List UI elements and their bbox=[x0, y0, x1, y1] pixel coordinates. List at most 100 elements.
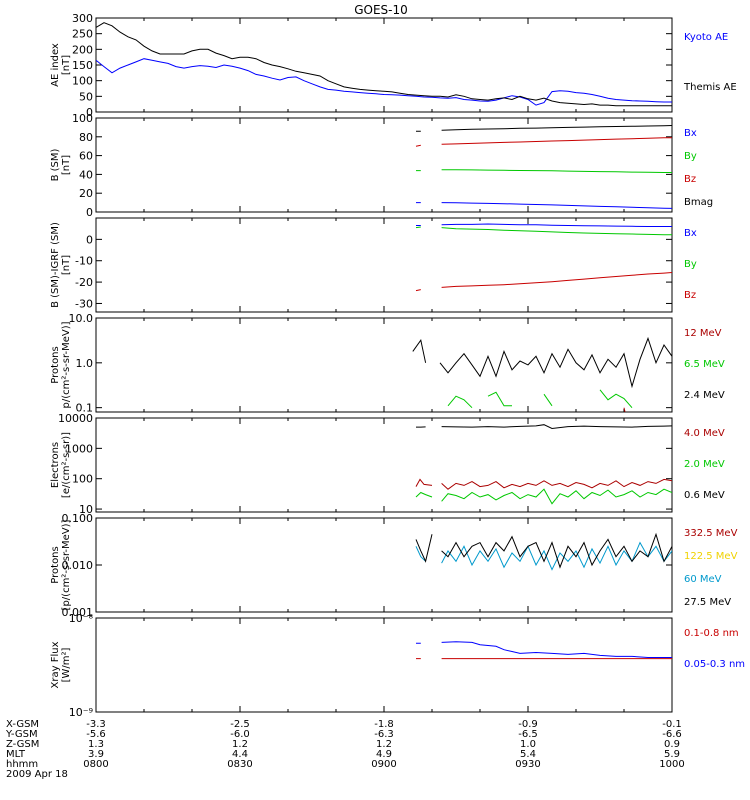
series-line-by bbox=[415, 226, 672, 236]
y-tick-label: 0.001 bbox=[62, 606, 94, 619]
footer-value: 1.2 bbox=[232, 739, 248, 750]
series-line-2-4-mev bbox=[412, 336, 672, 389]
y-tick-label: 0 bbox=[86, 233, 93, 246]
footer-value: 0800 bbox=[83, 759, 108, 770]
footer-axis: X-GSM -3.3 -2.5 -1.8 -0.9 -0.1 Y-GSM -5.6 -6.0 -6… bbox=[5, 719, 685, 780]
panel-frame bbox=[95, 217, 673, 313]
series-line-bx bbox=[416, 202, 672, 209]
footer-date: 2009 Apr 18 bbox=[6, 769, 68, 780]
legend-label: 2.0 MeV bbox=[684, 459, 725, 470]
series-line-27-5-mev bbox=[415, 532, 672, 569]
panel-frame bbox=[95, 117, 673, 213]
footer-value: -0.9 bbox=[518, 719, 538, 730]
footer-value: -6.5 bbox=[518, 729, 538, 740]
series-line-bmag bbox=[416, 125, 672, 132]
footer-value: -6.3 bbox=[374, 729, 394, 740]
series-line-60-mev bbox=[415, 541, 672, 571]
y-tick-label: 200 bbox=[72, 43, 93, 56]
panel-frame bbox=[95, 617, 673, 713]
series-line-bz bbox=[415, 272, 672, 292]
panel-frame bbox=[95, 317, 673, 413]
y-tick-label: 10.0 bbox=[69, 312, 94, 325]
legend-label: Kyoto AE bbox=[684, 32, 728, 43]
y-tick-label: 100 bbox=[72, 112, 93, 125]
legend-label: 6.5 MeV bbox=[684, 359, 725, 370]
y-tick-label: 10 bbox=[79, 503, 93, 516]
y-tick-label: 300 bbox=[72, 12, 93, 25]
y-tick-label: 50 bbox=[79, 90, 93, 103]
series-line-bz bbox=[415, 137, 672, 147]
y-axis-label: Electrons[e/(cm²-s-sr)] bbox=[50, 432, 72, 498]
y-tick-label: 0 bbox=[86, 206, 93, 219]
y-tick-label: 0.100 bbox=[62, 512, 94, 525]
y-tick-label: 250 bbox=[72, 28, 93, 41]
y-axis-label: B (SM)[nT] bbox=[50, 148, 72, 181]
legend-label: 4.0 MeV bbox=[684, 428, 725, 439]
legend-label: 27.5 MeV bbox=[684, 597, 731, 608]
footer-value: 0.9 bbox=[664, 739, 680, 750]
legend-label: 2.4 MeV bbox=[684, 390, 725, 401]
y-axis-label: Protons[p/(cm²-s-sr-MeV)] bbox=[50, 519, 72, 610]
footer-value: 0830 bbox=[227, 759, 252, 770]
y-tick-label: 150 bbox=[72, 59, 93, 72]
legend-label: Bz bbox=[684, 290, 696, 301]
y-tick-label: 0.010 bbox=[62, 559, 94, 572]
y-tick-label: 60 bbox=[79, 150, 93, 163]
legend-label: By bbox=[684, 259, 697, 270]
footer-value: 1.0 bbox=[520, 739, 536, 750]
legend-label: 332.5 MeV bbox=[684, 528, 738, 539]
y-tick-label: 10⁻⁹ bbox=[69, 706, 93, 719]
footer-value: 1.3 bbox=[88, 739, 104, 750]
y-tick-label: 0 bbox=[86, 106, 93, 119]
legend-label: Themis AE bbox=[683, 82, 737, 93]
y-tick-label: 20 bbox=[79, 187, 93, 200]
footer-value: 5.9 bbox=[664, 749, 680, 760]
legend-label: 122.5 MeV bbox=[684, 551, 738, 562]
y-tick-label: 100 bbox=[72, 473, 93, 486]
series-line-12-mev bbox=[623, 407, 626, 412]
y-axis-label: B (SM)-IGRF (SM)[nT] bbox=[50, 222, 72, 308]
footer-value: 1.2 bbox=[376, 739, 392, 750]
plot-title: GOES-10 bbox=[354, 3, 408, 17]
panel-2: 0 20 40 60 80 100 B (SM)[nT] Bx By Bz Bmag bbox=[50, 112, 713, 219]
legend-label: Bx bbox=[684, 228, 697, 239]
footer-value: -3.3 bbox=[86, 719, 106, 730]
y-tick-label: -20 bbox=[75, 276, 93, 289]
legend-label: By bbox=[684, 151, 697, 162]
legend-label: Bx bbox=[684, 128, 697, 139]
panel-1: 0 50 100 150 200 250 300 AE index[nT] Kyoto AE Th… bbox=[50, 12, 737, 119]
y-axis-label: Protonsp/(cm²-s-sr-MeV)] bbox=[50, 321, 72, 408]
y-axis-label: AE index[nT] bbox=[50, 43, 72, 87]
legend-label: 0.05-0.3 nm bbox=[684, 659, 745, 670]
legend-label: 0.6 MeV bbox=[684, 490, 725, 501]
panel-6: 0.001 0.010 0.100Protons[p/(cm²-s-sr-MeV)]… bbox=[50, 512, 738, 619]
y-tick-label: 1.0 bbox=[76, 357, 94, 370]
footer-value: 4.9 bbox=[376, 749, 392, 760]
footer-value: 0930 bbox=[515, 759, 540, 770]
footer-value: -5.6 bbox=[86, 729, 106, 740]
series-line-2-0-mev bbox=[415, 488, 672, 505]
series-line-by bbox=[416, 169, 672, 173]
panel-7: 10⁻⁹ 10⁻⁸ Xray Flux[W/m²] 0.1-0.8 nm 0.05-0.… bbox=[50, 612, 745, 719]
panel-frame bbox=[95, 17, 673, 113]
series-line-themis-ae bbox=[96, 22, 672, 107]
y-tick-label: 10000 bbox=[58, 412, 93, 425]
y-tick-label: 1000 bbox=[65, 442, 93, 455]
series-line-6-5-mev bbox=[447, 389, 633, 409]
series-line-4-0-mev bbox=[415, 478, 672, 490]
footer-value: -1.8 bbox=[374, 719, 394, 730]
footer-row-label: hhmm bbox=[6, 759, 38, 770]
y-tick-label: 80 bbox=[79, 131, 93, 144]
footer-value: -6.0 bbox=[230, 729, 250, 740]
footer-value: 1000 bbox=[659, 759, 684, 770]
legend-label: Bz bbox=[684, 174, 696, 185]
footer-value: 0900 bbox=[371, 759, 396, 770]
series-line-bx bbox=[416, 223, 672, 227]
series-line-0-6-mev bbox=[416, 424, 672, 430]
legend-label: 12 MeV bbox=[684, 328, 722, 339]
footer-value: -6.6 bbox=[662, 729, 682, 740]
y-tick-label: -30 bbox=[75, 297, 93, 310]
